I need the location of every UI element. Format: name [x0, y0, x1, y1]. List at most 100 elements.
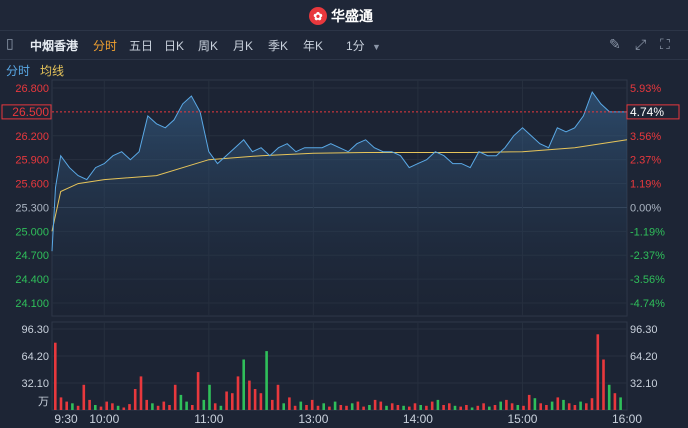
- volume-bar: [368, 405, 371, 410]
- volume-bar: [191, 405, 194, 410]
- volume-bar: [596, 334, 600, 410]
- volume-bar: [402, 405, 405, 410]
- volume-bar: [82, 384, 86, 410]
- left-tick-8: 24.100: [15, 298, 49, 310]
- volume-bar: [539, 403, 542, 410]
- volume-bar: [59, 397, 63, 410]
- volume-bar: [288, 397, 291, 410]
- tab-timeshare[interactable]: 分时: [93, 39, 118, 53]
- volume-bar: [556, 397, 560, 410]
- volume-bar: [99, 406, 103, 410]
- fullscreen-icon[interactable]: ⤢: [635, 36, 647, 52]
- volume-bar: [533, 398, 537, 410]
- left-tick-7: 24.400: [15, 274, 49, 286]
- current-price-box: [1, 104, 52, 120]
- volume-bar: [305, 405, 308, 410]
- volume-bar: [236, 376, 240, 410]
- tab-monthly-k[interactable]: 月K: [233, 39, 254, 53]
- volume-bar: [105, 401, 108, 410]
- volume-bar: [607, 384, 611, 410]
- right-tick-0: 5.93%: [630, 83, 661, 95]
- tab-weekly-k[interactable]: 周K: [198, 39, 219, 53]
- volume-bar: [88, 399, 91, 410]
- volume-bar: [419, 405, 422, 410]
- volume-bar: [196, 372, 200, 410]
- volume-bar: [356, 401, 360, 410]
- current-price-label: 26.500: [12, 105, 49, 119]
- volume-bar: [333, 401, 337, 410]
- volume-bar: [345, 405, 348, 410]
- volume-bar: [425, 405, 428, 410]
- volume-bar: [185, 401, 188, 410]
- x-label-1600: 16:00: [612, 412, 642, 426]
- volume-bar: [316, 405, 320, 410]
- volume-bar: [265, 351, 268, 410]
- interval-select[interactable]: 1分 ▼: [346, 37, 381, 54]
- brand: ✿ 华盛通: [309, 6, 373, 26]
- legend-average[interactable]: 均线: [40, 64, 65, 78]
- volume-bar: [362, 406, 365, 410]
- volume-bar: [385, 405, 388, 410]
- volume-bar: [482, 403, 485, 410]
- volume-bar: [602, 359, 605, 410]
- pencil-icon[interactable]: ✎: [609, 36, 621, 52]
- volume-bar: [516, 405, 520, 410]
- volume-bar: [413, 403, 417, 410]
- volume-bar: [276, 384, 280, 410]
- tab-five-day[interactable]: 五日: [129, 39, 154, 53]
- sidebar-toggle-icon[interactable]: ▯: [6, 35, 14, 51]
- stock-name: 中烟香港: [30, 39, 79, 53]
- volume-bar: [168, 405, 171, 410]
- average-price-line: [51, 139, 628, 232]
- volume-right-tick-2: 32.10: [630, 378, 658, 390]
- volume-bar: [202, 399, 206, 410]
- top-bar: ✿ 华盛通: [0, 0, 688, 31]
- left-tick-6: 24.700: [15, 250, 49, 262]
- volume-bar: [76, 405, 80, 410]
- volume-bar: [162, 401, 166, 410]
- volume-bar: [448, 403, 451, 410]
- volume-bar: [619, 397, 622, 410]
- volume-bar: [179, 394, 183, 410]
- legend-timeshare[interactable]: 分时: [6, 64, 31, 78]
- volume-right-tick-1: 64.20: [630, 351, 658, 363]
- right-tick-1: 3.56%: [630, 131, 661, 143]
- tab-quarterly-k[interactable]: 季K: [268, 39, 289, 53]
- volume-bar: [139, 376, 143, 410]
- volume-left-tick-0: 96.30: [21, 324, 49, 336]
- volume-bar: [573, 405, 577, 410]
- huashengtong-logo-icon: ✿: [309, 7, 327, 25]
- volume-bar: [156, 405, 160, 410]
- volume-bar: [94, 405, 97, 410]
- x-label-1000: 10:00: [89, 412, 119, 426]
- volume-bar: [579, 401, 582, 410]
- volume-bars: [54, 334, 622, 410]
- volume-bar: [442, 405, 445, 410]
- current-pct-label: 4.74%: [630, 105, 664, 119]
- left-tick-0: 26.800: [15, 83, 49, 95]
- volume-bar: [527, 394, 531, 410]
- volume-bar: [310, 399, 314, 410]
- expand-icon[interactable]: ⛶: [660, 36, 670, 52]
- volume-bar: [293, 405, 297, 410]
- volume-bar: [545, 405, 548, 410]
- volume-bar: [145, 399, 148, 410]
- tab-yearly-k[interactable]: 年K: [303, 39, 324, 53]
- chevron-down-icon: ▼: [372, 42, 381, 52]
- right-tick-8: -4.74%: [630, 298, 665, 310]
- volume-left-tick-2: 32.10: [21, 378, 49, 390]
- volume-bar: [328, 406, 331, 410]
- volume-bar: [225, 391, 228, 410]
- tab-daily-k[interactable]: 日K: [164, 39, 185, 53]
- volume-right-tick-0: 96.30: [630, 324, 658, 336]
- volume-bar: [430, 401, 434, 410]
- volume-unit-label: 万: [38, 396, 49, 408]
- legend-bar: 分时 均线: [0, 60, 688, 78]
- volume-bar: [613, 393, 617, 410]
- right-tick-2: 2.37%: [630, 155, 661, 167]
- volume-bar: [133, 389, 137, 410]
- interval-value: 1分: [346, 39, 365, 53]
- volume-bar: [379, 401, 383, 410]
- current-pct-box: [626, 104, 680, 120]
